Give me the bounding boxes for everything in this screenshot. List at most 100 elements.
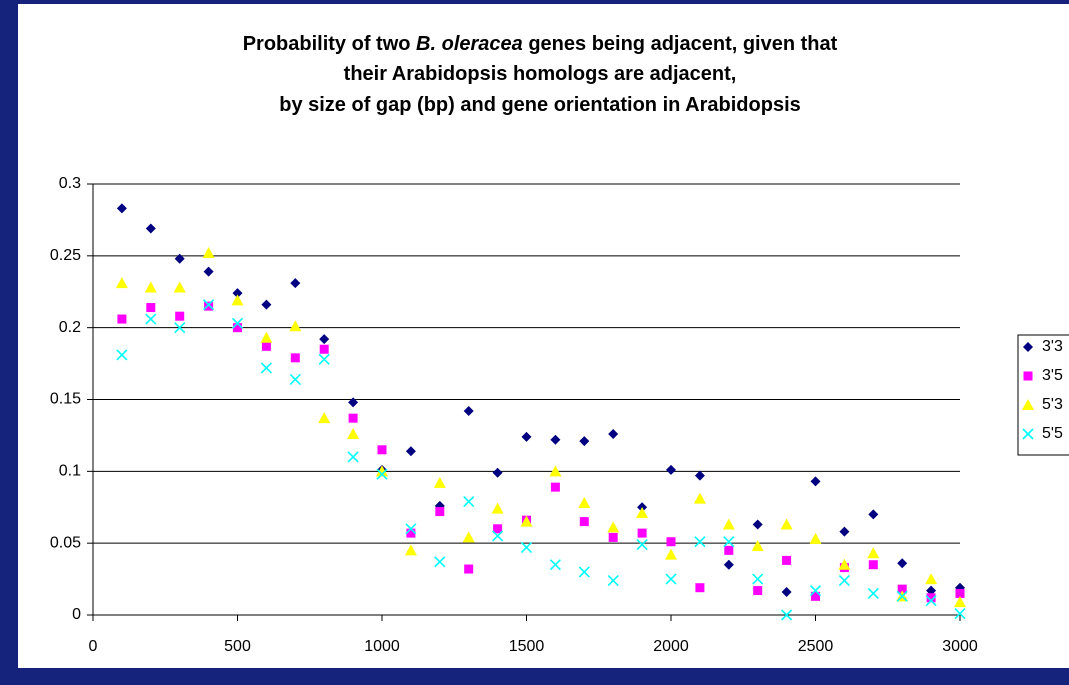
marker-x: [347, 451, 359, 463]
y-tick-label: 0.05: [50, 534, 81, 551]
marker-x: [203, 299, 215, 311]
marker-square: [233, 323, 242, 333]
marker-diamond: [868, 509, 879, 520]
marker-x: [492, 530, 504, 542]
marker-triangle: [925, 573, 938, 585]
marker-triangle: [433, 476, 446, 488]
marker-square: [406, 528, 416, 538]
x-tick-label: 2500: [798, 638, 834, 655]
marker-square: [753, 586, 763, 596]
x-tick-label: 2000: [653, 638, 689, 655]
title-part: genes being adjacent, given that: [523, 33, 838, 55]
marker-x: [838, 574, 850, 587]
marker-x: [116, 349, 128, 361]
marker-triangle: [404, 544, 417, 556]
marker-square: [1023, 371, 1033, 381]
marker-x: [405, 523, 417, 535]
x-tick-label: 1500: [509, 638, 545, 655]
marker-diamond: [116, 203, 127, 214]
marker-triangle: [549, 465, 562, 477]
marker-x: [752, 573, 764, 585]
y-tick-label: 0.1: [59, 463, 81, 480]
marker-square: [175, 311, 185, 321]
marker-diamond: [145, 223, 156, 234]
marker-diamond: [781, 587, 792, 598]
marker-square: [435, 507, 445, 517]
marker-x: [781, 609, 793, 621]
marker-x: [867, 587, 879, 600]
marker-square: [868, 560, 878, 570]
marker-triangle: [173, 281, 186, 293]
marker-diamond: [897, 558, 908, 569]
marker-square: [637, 528, 647, 538]
legend-label: 5'3: [1042, 396, 1063, 413]
marker-x: [318, 353, 330, 365]
marker-triangle: [520, 515, 533, 527]
marker-triangle: [722, 518, 735, 530]
marker-square: [579, 517, 589, 527]
marker-diamond: [839, 526, 850, 537]
marker-square: [897, 584, 907, 594]
y-tick-label: 0.25: [50, 247, 81, 264]
legend-label: 3'5: [1042, 367, 1063, 384]
marker-triangle: [318, 412, 331, 424]
marker-square: [117, 314, 127, 324]
y-tick-label: 0: [72, 606, 81, 623]
marker-triangle: [780, 518, 793, 530]
y-tick-label: 0.2: [59, 319, 81, 336]
marker-x: [723, 536, 735, 548]
marker-square: [377, 445, 387, 455]
marker-x: [665, 573, 677, 585]
marker-triangle: [144, 281, 157, 293]
marker-triangle: [578, 496, 591, 508]
marker-x: [289, 373, 301, 385]
marker-diamond: [752, 519, 763, 530]
marker-triangle: [462, 531, 475, 543]
marker-square: [811, 591, 820, 601]
marker-diamond: [261, 299, 272, 310]
marker-x: [636, 539, 648, 551]
marker-square: [608, 532, 618, 542]
marker-diamond: [810, 476, 821, 487]
marker-diamond: [203, 266, 214, 277]
marker-diamond: [694, 470, 705, 481]
marker-diamond: [1023, 342, 1033, 352]
legend-label: 3'3: [1042, 338, 1063, 355]
marker-square: [319, 344, 329, 354]
x-tick-label: 3000: [942, 638, 978, 655]
marker-triangle: [289, 320, 302, 332]
marker-x: [1022, 428, 1034, 440]
marker-x: [174, 322, 186, 334]
marker-square: [146, 303, 156, 313]
marker-diamond: [723, 559, 734, 570]
marker-triangle: [115, 277, 128, 289]
marker-diamond: [666, 464, 676, 475]
marker-diamond: [608, 428, 619, 439]
marker-square: [724, 545, 734, 555]
title-part: Probability of two: [243, 33, 416, 55]
marker-triangle: [665, 548, 677, 560]
marker-square: [290, 353, 300, 363]
marker-diamond: [492, 467, 503, 478]
marker-square: [550, 482, 560, 492]
marker-diamond: [174, 253, 185, 264]
chart-title: Probability of two B. oleracea genes bei…: [243, 33, 838, 55]
marker-square: [348, 413, 358, 423]
title-part: by size of gap (bp) and gene orientation…: [279, 94, 801, 116]
marker-triangle: [231, 294, 244, 306]
marker-triangle: [491, 502, 504, 514]
marker-x: [694, 536, 706, 548]
marker-square: [666, 537, 676, 547]
marker-triangle: [809, 532, 822, 544]
marker-x: [376, 468, 388, 480]
marker-x: [145, 313, 157, 325]
marker-x: [607, 574, 619, 587]
marker-triangle: [607, 521, 620, 533]
marker-x: [578, 566, 590, 578]
marker-x: [231, 317, 244, 329]
marker-square: [926, 593, 936, 603]
marker-diamond: [521, 431, 532, 442]
marker-triangle: [260, 331, 273, 343]
